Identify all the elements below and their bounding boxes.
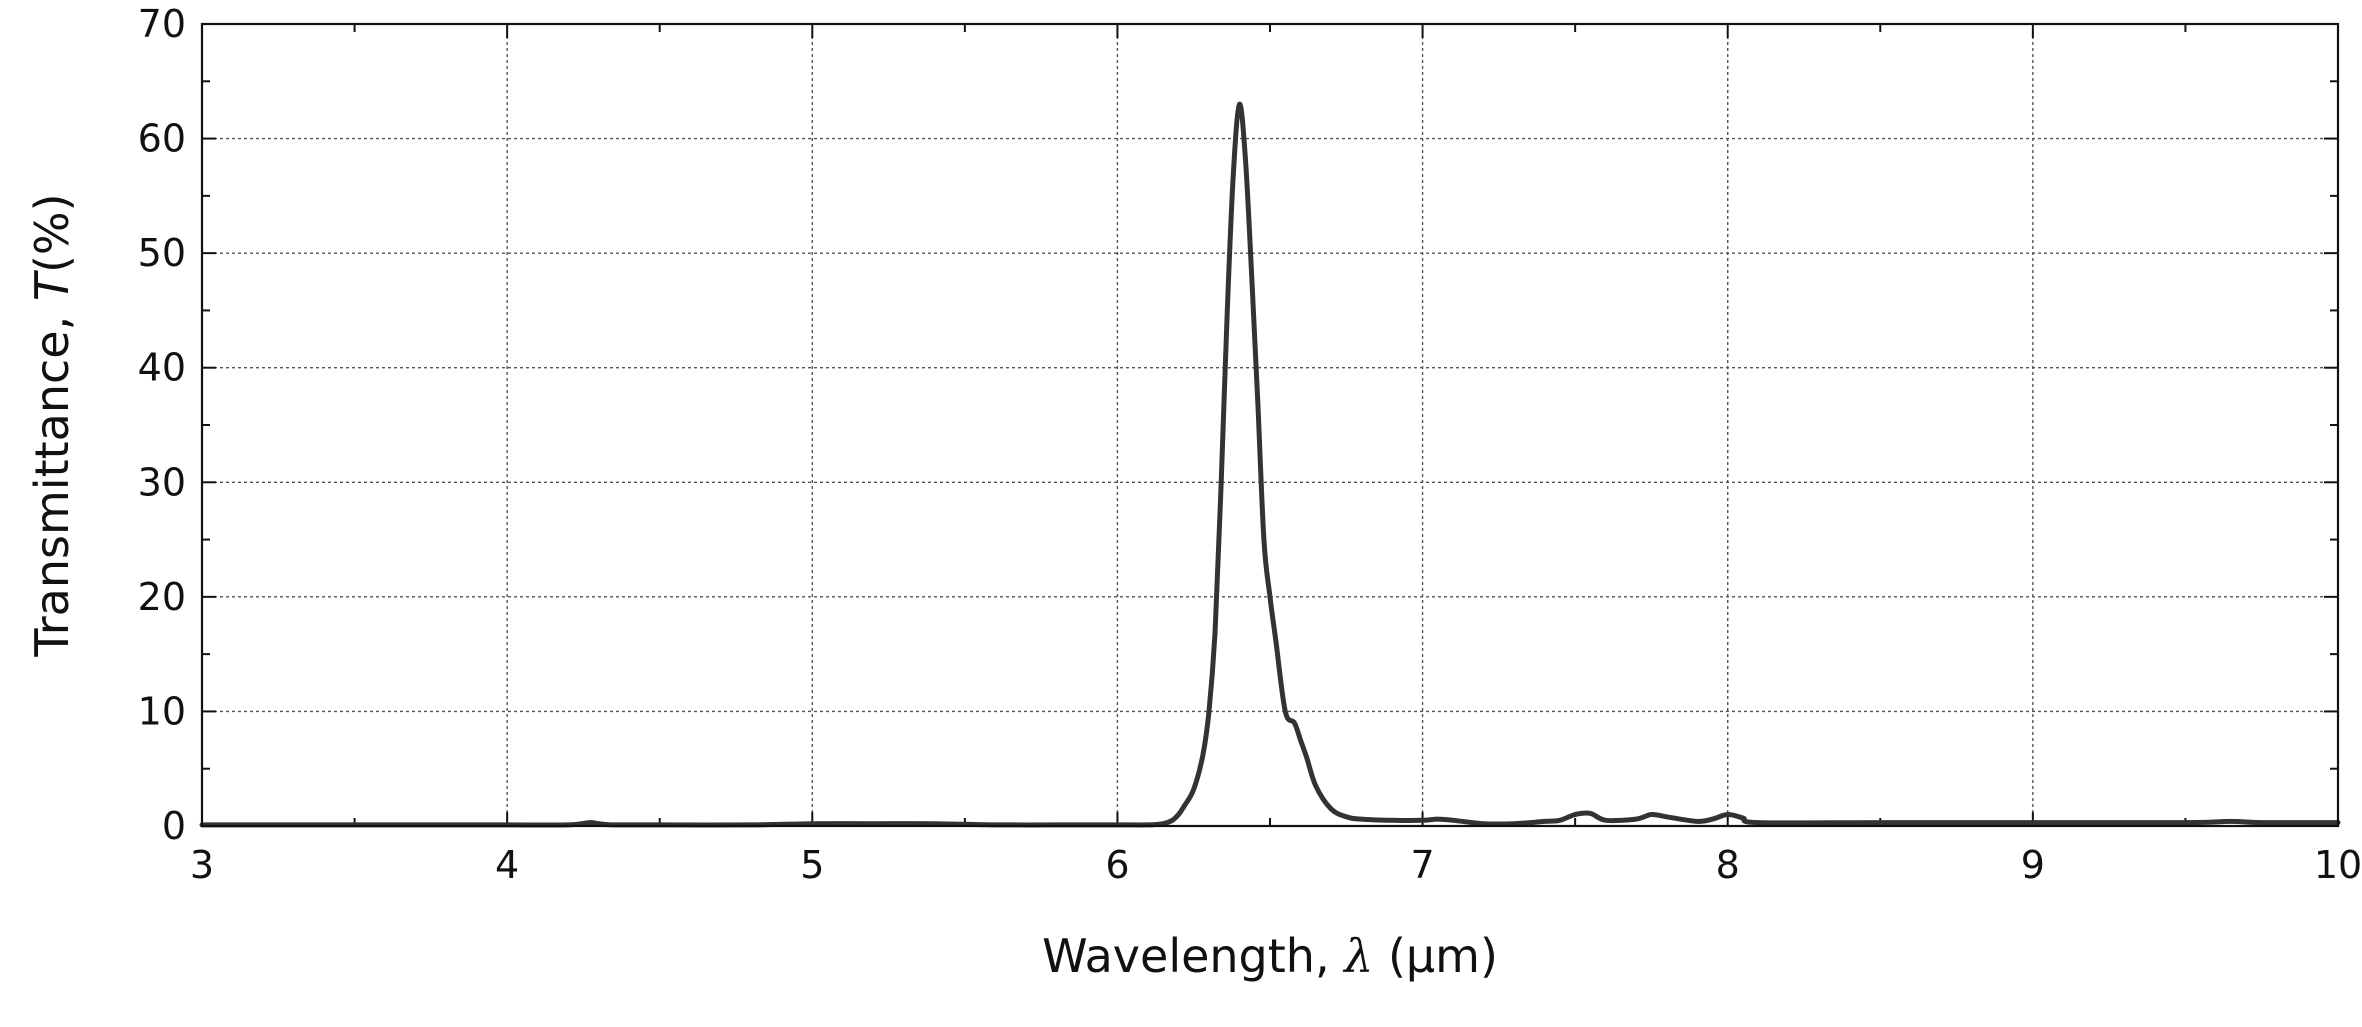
x-tick-labels: 3 4 5 6 7 8 9 10 xyxy=(190,843,2362,887)
y-axis-title: Transmittance, T(%) xyxy=(25,193,79,657)
y-tick-label: 20 xyxy=(138,575,186,619)
y-tick-label: 40 xyxy=(138,346,186,390)
x-tick-label: 3 xyxy=(190,843,214,887)
x-axis-title-prefix: Wavelength, xyxy=(1042,929,1344,983)
x-axis-title: Wavelength, λ (μm) xyxy=(1042,929,1498,983)
x-tick-label: 8 xyxy=(1716,843,1740,887)
y-axis-title-symbol: T xyxy=(25,269,79,301)
y-tick-label: 60 xyxy=(138,117,186,161)
x-tick-label: 5 xyxy=(800,843,824,887)
y-tick-label: 50 xyxy=(138,231,186,275)
y-tick-label: 0 xyxy=(162,804,186,848)
y-axis-title-unit: (%) xyxy=(25,193,79,273)
plot-frame xyxy=(200,22,2340,828)
y-tick-label: 70 xyxy=(138,2,186,46)
plot-series xyxy=(199,101,2341,828)
y-tick-label: 30 xyxy=(138,460,186,504)
y-tick-label: 10 xyxy=(138,689,186,733)
grid xyxy=(202,24,2338,826)
x-tick-label: 4 xyxy=(495,843,519,887)
x-axis-title-symbol: λ xyxy=(1342,929,1373,983)
ticks xyxy=(201,23,2339,827)
x-tick-label: 9 xyxy=(2021,843,2045,887)
y-tick-labels: 0 10 20 30 40 50 60 70 xyxy=(138,2,186,848)
y-axis-title-prefix: Transmittance, xyxy=(25,301,79,657)
x-axis-title-unit: (μm) xyxy=(1373,929,1498,983)
transmittance-line xyxy=(199,101,2341,828)
x-tick-label: 10 xyxy=(2314,843,2362,887)
x-tick-label: 7 xyxy=(1410,843,1434,887)
x-tick-label: 6 xyxy=(1105,843,1129,887)
